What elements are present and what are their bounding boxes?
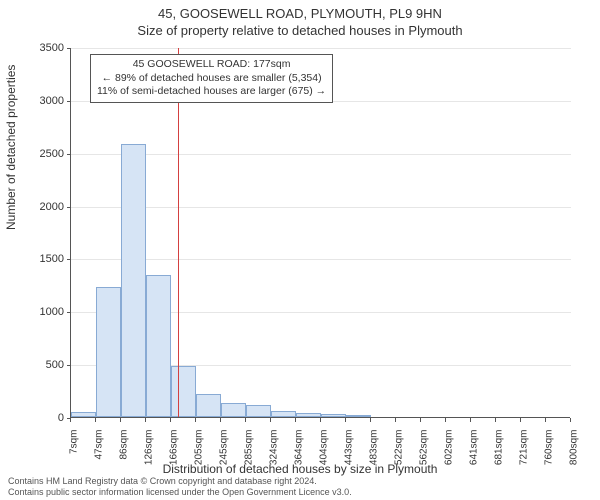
histogram-bar (146, 275, 171, 417)
xtick-mark (270, 418, 271, 422)
xtick-label: 47sqm (94, 430, 105, 460)
xtick-mark (520, 418, 521, 422)
histogram-bar (246, 405, 271, 417)
xtick-mark (70, 418, 71, 422)
ytick-label: 1500 (14, 253, 64, 265)
gridline-h (71, 48, 571, 49)
chart-title-block: 45, GOOSEWELL ROAD, PLYMOUTH, PL9 9HN Si… (0, 0, 600, 38)
xtick-mark (445, 418, 446, 422)
xtick-label: 721sqm (519, 430, 530, 466)
xtick-label: 800sqm (569, 430, 580, 466)
xtick-mark (145, 418, 146, 422)
ytick-label: 2500 (14, 148, 64, 160)
annotation-box: 45 GOOSEWELL ROAD: 177sqm ← 89% of detac… (90, 54, 333, 103)
xtick-mark (470, 418, 471, 422)
xtick-mark (420, 418, 421, 422)
xtick-label: 641sqm (469, 430, 480, 466)
xtick-mark (320, 418, 321, 422)
xtick-mark (495, 418, 496, 422)
ytick-mark (67, 207, 71, 208)
footer-line-1: Contains HM Land Registry data © Crown c… (8, 476, 352, 487)
xtick-mark (245, 418, 246, 422)
histogram-bar (296, 413, 321, 417)
xtick-mark (295, 418, 296, 422)
xtick-label: 285sqm (244, 430, 255, 466)
histogram-bar (196, 394, 221, 417)
histogram-bar (346, 415, 371, 417)
xtick-label: 760sqm (544, 430, 555, 466)
histogram-bar (121, 144, 146, 417)
xtick-mark (220, 418, 221, 422)
reference-line (178, 48, 179, 417)
xtick-mark (120, 418, 121, 422)
xtick-label: 443sqm (344, 430, 355, 466)
xtick-label: 245sqm (219, 430, 230, 466)
ytick-mark (67, 312, 71, 313)
xtick-label: 166sqm (169, 430, 180, 466)
ytick-label: 0 (14, 412, 64, 424)
ytick-mark (67, 48, 71, 49)
xtick-label: 86sqm (119, 430, 130, 460)
annotation-line-2: ← 89% of detached houses are smaller (5,… (97, 72, 326, 86)
xtick-label: 205sqm (194, 430, 205, 466)
xtick-label: 7sqm (69, 430, 80, 454)
annotation-line-3: 11% of semi-detached houses are larger (… (97, 85, 326, 99)
xtick-label: 404sqm (319, 430, 330, 466)
ytick-label: 3500 (14, 42, 64, 54)
gridline-h (71, 207, 571, 208)
x-axis-label: Distribution of detached houses by size … (0, 462, 600, 476)
gridline-h (71, 154, 571, 155)
ytick-mark (67, 365, 71, 366)
xtick-label: 522sqm (394, 430, 405, 466)
xtick-label: 364sqm (294, 430, 305, 466)
histogram-bar (271, 411, 296, 417)
xtick-label: 324sqm (269, 430, 280, 466)
histogram-bar (71, 412, 96, 417)
xtick-mark (395, 418, 396, 422)
histogram-bar (321, 414, 346, 417)
histogram-bar (171, 366, 196, 417)
xtick-label: 681sqm (494, 430, 505, 466)
chart-area: 45 GOOSEWELL ROAD: 177sqm ← 89% of detac… (70, 48, 570, 418)
histogram-bar (96, 287, 121, 417)
xtick-label: 602sqm (444, 430, 455, 466)
xtick-label: 126sqm (144, 430, 155, 466)
ytick-mark (67, 101, 71, 102)
footer-attribution: Contains HM Land Registry data © Crown c… (8, 476, 352, 498)
xtick-mark (545, 418, 546, 422)
xtick-mark (95, 418, 96, 422)
ytick-label: 3000 (14, 95, 64, 107)
title-line-2: Size of property relative to detached ho… (0, 23, 600, 38)
ytick-mark (67, 259, 71, 260)
histogram-bar (221, 403, 246, 417)
xtick-label: 562sqm (419, 430, 430, 466)
ytick-mark (67, 154, 71, 155)
annotation-line-1: 45 GOOSEWELL ROAD: 177sqm (97, 58, 326, 72)
xtick-mark (170, 418, 171, 422)
ytick-label: 1000 (14, 306, 64, 318)
title-line-1: 45, GOOSEWELL ROAD, PLYMOUTH, PL9 9HN (0, 6, 600, 21)
xtick-label: 483sqm (369, 430, 380, 466)
footer-line-2: Contains public sector information licen… (8, 487, 352, 498)
ytick-label: 500 (14, 359, 64, 371)
xtick-mark (195, 418, 196, 422)
xtick-mark (370, 418, 371, 422)
gridline-h (71, 259, 571, 260)
plot-region (70, 48, 570, 418)
xtick-mark (570, 418, 571, 422)
xtick-mark (345, 418, 346, 422)
ytick-label: 2000 (14, 201, 64, 213)
